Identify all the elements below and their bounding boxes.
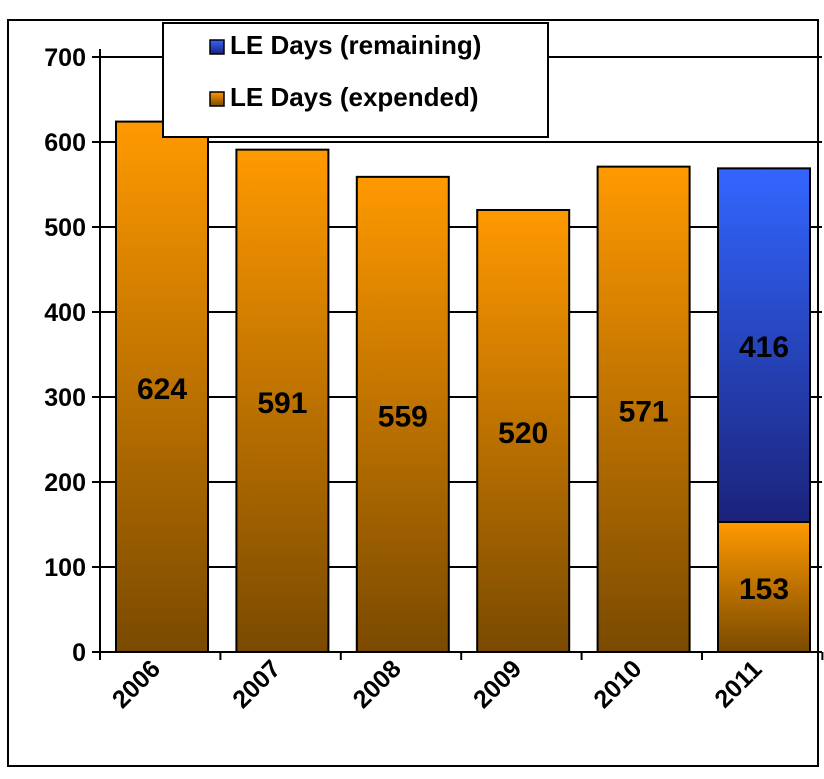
legend-swatch [209,39,225,55]
y-tick-label: 700 [44,44,86,72]
bar-remaining-2011 [717,167,811,523]
y-tick-label: 400 [44,299,86,327]
y-tick-label: 300 [44,384,86,412]
gridlines [100,56,822,568]
data-label: 624 [137,373,187,406]
bar-expended-2006 [115,120,209,654]
data-label: 153 [739,573,789,606]
legend: LE Days (remaining) LE Days (expended) [162,22,549,138]
data-label: 559 [378,400,428,433]
data-label: 571 [619,395,669,428]
bar-expended-2009 [476,209,571,653]
y-tick-label: 500 [44,214,86,242]
legend-label: LE Days (remaining) [230,30,481,60]
data-label: 591 [257,387,307,420]
legend-label: LE Days (expended) [230,82,479,112]
y-tick-label: 600 [44,129,86,157]
y-tick-labels: 0 100 200 300 400 500 600 700 [44,44,86,667]
axes [92,49,824,660]
legend-box [162,22,549,138]
y-tick-label: 100 [44,554,86,582]
data-label: 416 [739,331,789,364]
y-tick-label: 200 [44,469,86,497]
legend-swatch [209,91,225,107]
data-label: 520 [498,417,548,450]
y-tick-label: 0 [72,639,86,667]
